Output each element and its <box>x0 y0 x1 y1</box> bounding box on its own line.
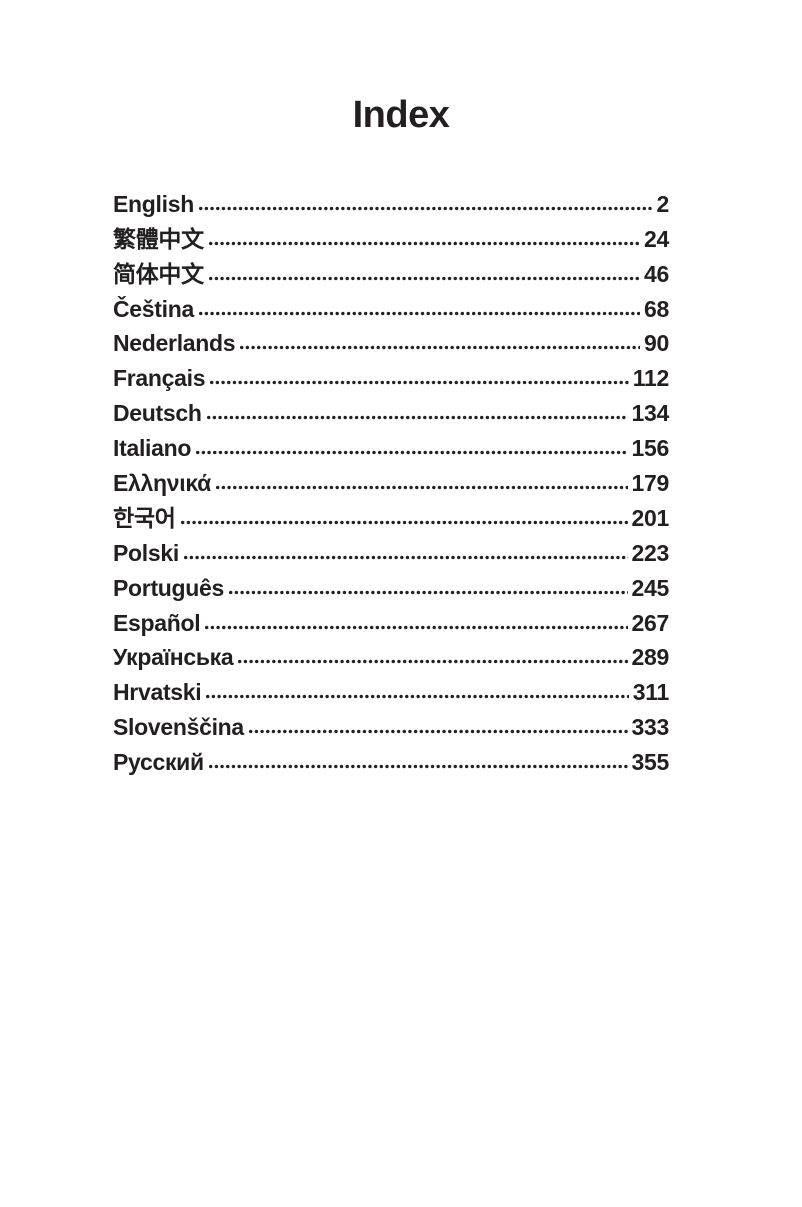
index-entry-page: 179 <box>631 470 670 497</box>
dot-leader <box>198 205 653 211</box>
index-entry-page: 267 <box>631 609 670 636</box>
index-entry[interactable]: Deutsch 134 <box>113 391 669 426</box>
dot-leader <box>238 659 628 665</box>
index-entry-label: Deutsch <box>113 400 202 427</box>
index-entry-label: 繁體中文 <box>113 225 204 252</box>
index-entry-page: 68 <box>644 295 669 322</box>
index-entry-label: 한국어 <box>113 504 176 531</box>
index-entry-label: Español <box>113 609 201 636</box>
index-entry-label: Português <box>113 574 225 601</box>
index-entry-page: 245 <box>631 574 670 601</box>
index-entry-label: 简体中文 <box>113 260 204 287</box>
index-entry[interactable]: 繁體中文 24 <box>113 217 669 252</box>
index-entry[interactable]: Italiano 156 <box>113 426 669 461</box>
index-entry[interactable]: English 2 <box>113 182 669 217</box>
dot-leader <box>208 275 641 281</box>
dot-leader <box>196 450 628 456</box>
index-entry[interactable]: 한국어 201 <box>113 496 669 531</box>
index-entry-label: Nederlands <box>113 330 236 357</box>
index-entry-label: Hrvatski <box>113 679 202 706</box>
dot-leader <box>229 589 628 595</box>
dot-leader <box>208 764 628 770</box>
index-entry-page: 2 <box>656 190 670 217</box>
dot-leader <box>206 694 629 700</box>
index-entry-page: 90 <box>644 330 669 357</box>
index-entry-page: 289 <box>631 644 670 671</box>
index-entry[interactable]: Ελληνικά 179 <box>113 461 669 496</box>
index-entry[interactable]: Čeština 68 <box>113 287 669 322</box>
index-entry[interactable]: Українська 289 <box>113 636 670 671</box>
dot-leader <box>180 519 628 525</box>
index-entry-page: 355 <box>631 749 670 776</box>
index-entry-page: 311 <box>632 679 670 706</box>
index-entry-label: Italiano <box>113 435 192 462</box>
index-entry-page: 134 <box>631 400 670 427</box>
dot-leader <box>248 729 628 735</box>
index-entry-label: English <box>113 190 194 217</box>
index-entry[interactable]: Español 267 <box>113 601 669 636</box>
index-entry-label: Slovenščina <box>113 714 244 741</box>
index-entry[interactable]: 简体中文 46 <box>113 252 669 287</box>
index-entry-page: 333 <box>631 714 670 741</box>
index-entry-label: Français <box>113 365 206 392</box>
index-entry-label: Čeština <box>113 295 194 322</box>
page-title: Index <box>352 94 450 136</box>
index-entry[interactable]: Русский 355 <box>113 740 669 775</box>
dot-leader <box>215 485 628 491</box>
index-entry[interactable]: Français 112 <box>113 356 669 391</box>
dot-leader <box>208 240 641 246</box>
index-list: English 2 繁體中文 24 简体中文 46 Čeština 68 Ned… <box>113 182 669 775</box>
dot-leader <box>183 554 628 560</box>
index-entry[interactable]: Nederlands 90 <box>113 322 669 357</box>
index-entry-page: 46 <box>644 260 669 287</box>
index-entry[interactable]: Polski 223 <box>113 531 669 566</box>
dot-leader <box>210 380 629 386</box>
dot-leader <box>206 415 628 421</box>
index-entry[interactable]: Slovenščina 333 <box>113 705 669 740</box>
index-entry[interactable]: Hrvatski 311 <box>113 670 669 705</box>
index-entry-page: 24 <box>644 225 669 252</box>
dot-leader <box>205 624 628 630</box>
index-entry-label: Polski <box>113 539 179 566</box>
index-entry[interactable]: Português 245 <box>113 566 669 601</box>
dot-leader <box>240 345 641 351</box>
index-entry-label: Русский <box>113 749 204 776</box>
index-entry-label: Українська <box>113 644 234 671</box>
index-entry-page: 156 <box>631 435 670 462</box>
index-entry-page: 112 <box>632 365 670 392</box>
dot-leader <box>198 310 641 316</box>
index-entry-page: 223 <box>631 539 670 566</box>
index-entry-page: 201 <box>631 504 670 531</box>
index-entry-label: Ελληνικά <box>113 470 211 497</box>
